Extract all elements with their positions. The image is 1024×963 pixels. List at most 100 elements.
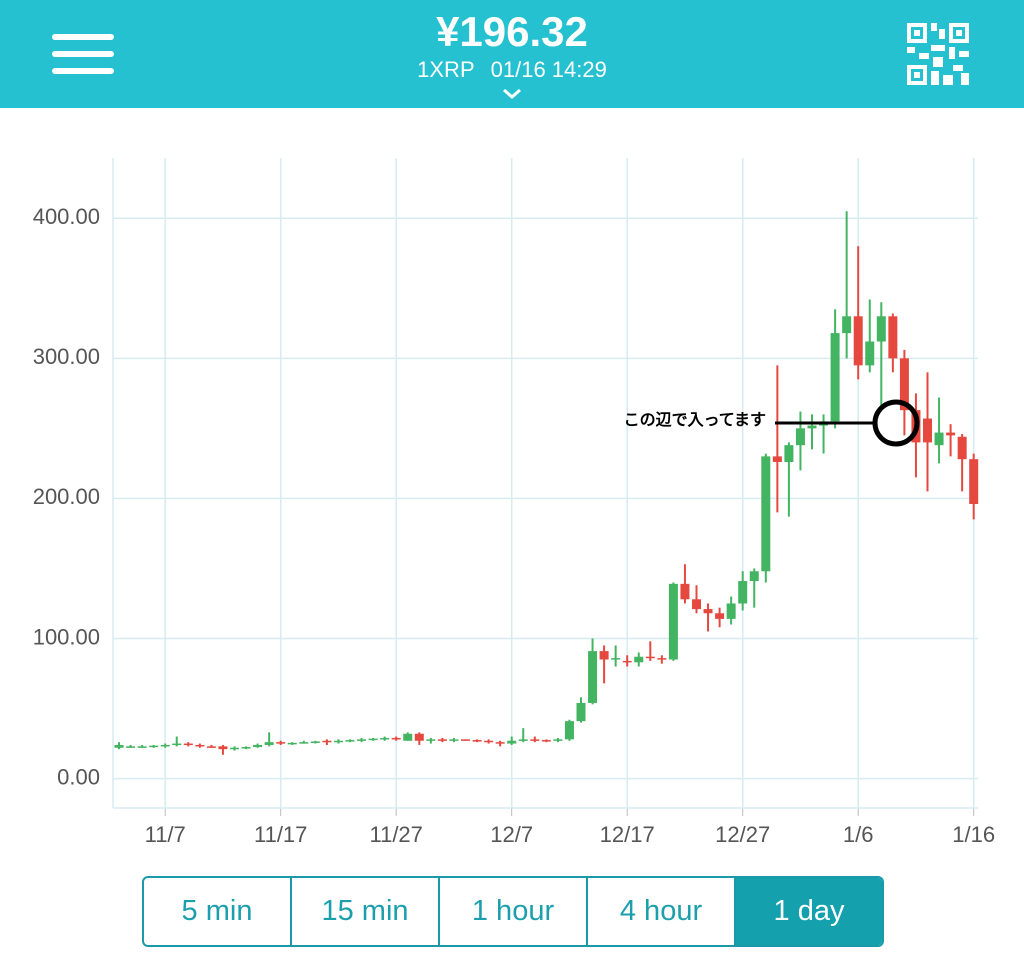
candle-body [611, 658, 621, 660]
candle-body [645, 656, 655, 659]
candle-body [299, 742, 309, 744]
candle-body [287, 742, 297, 745]
x-tick-label: 1/6 [843, 822, 874, 847]
candle-body [830, 333, 840, 422]
candle-body [726, 603, 736, 619]
candle-body [114, 744, 124, 748]
x-tick-label: 11/17 [254, 822, 307, 847]
interval-button[interactable]: 5 min [181, 895, 253, 927]
candle-body [588, 651, 598, 703]
chart: 0.00 100.00 200.00 300.00 400.00 11/7 11/17 11/… [33, 158, 995, 847]
candle-body [126, 746, 136, 748]
candle-body [345, 740, 355, 742]
candle-body [368, 738, 378, 741]
candle-body [380, 737, 390, 740]
x-tick-label: 1/16 [952, 822, 995, 847]
candle-body [357, 739, 367, 741]
candle-body [761, 456, 771, 572]
candle-body [333, 740, 343, 743]
dropdown-arrow[interactable] [502, 88, 522, 100]
candle-body [957, 436, 967, 460]
candle-body [449, 739, 459, 741]
candle-body [230, 747, 239, 750]
x-tick-label: 12/7 [490, 822, 533, 847]
candle-body [461, 739, 470, 741]
candle-body [472, 740, 482, 742]
pair: 1XRP [417, 57, 475, 82]
candle-body [241, 747, 251, 749]
candle-body [634, 656, 644, 663]
x-tick-label: 12/17 [600, 822, 655, 847]
candle-body [923, 418, 932, 443]
candle-body [391, 737, 401, 740]
subtitle: 1XRP 01/16 14:29 [0, 57, 1024, 83]
candle-body [218, 746, 228, 750]
annotation: この辺で入ってます [624, 411, 766, 429]
candle-body [322, 740, 332, 743]
interval-button[interactable]: 15 min [290, 878, 438, 945]
candle-body [703, 609, 713, 614]
candle-body [553, 739, 563, 741]
candle-body [310, 741, 320, 743]
candle-body [530, 739, 540, 741]
y-tick-label: 0.00 [57, 764, 100, 789]
interval-button[interactable]: 1 day [734, 878, 882, 945]
candle-body [183, 743, 193, 746]
candle-body [276, 742, 286, 744]
candle-body [264, 742, 274, 745]
interval-button[interactable]: 1 hour [438, 878, 586, 945]
x-tick-label: 12/27 [715, 822, 770, 847]
x-tick-label: 11/7 [145, 822, 186, 847]
candle-body [137, 746, 147, 748]
candle-body [946, 432, 956, 436]
menu-icon[interactable] [52, 34, 114, 74]
candle-body [876, 316, 886, 342]
candle-body [149, 745, 159, 748]
candle-body [622, 660, 632, 663]
candle-body [784, 445, 794, 462]
y-tick-label: 300.00 [33, 344, 100, 369]
interval-button[interactable]: 4 hour [586, 878, 734, 945]
candle-body [160, 744, 170, 747]
candle-body [692, 599, 701, 610]
price: ¥196.32 [436, 8, 588, 55]
candle-body [934, 432, 944, 446]
candle-body [484, 740, 494, 743]
candle-body [842, 316, 852, 334]
datetime: 01/16 14:29 [490, 57, 607, 82]
candle-body [414, 733, 424, 741]
candle-body [518, 739, 528, 741]
candle-body [772, 456, 782, 462]
qr-icon[interactable] [907, 23, 969, 85]
candle-body [888, 316, 898, 359]
y-tick-label: 100.00 [33, 624, 100, 649]
candle-body [206, 746, 216, 748]
candle-body [495, 742, 505, 744]
candle-body [437, 739, 447, 741]
candle-body [657, 658, 667, 660]
header: ¥196.32 1XRP 01/16 14:29 [0, 0, 1024, 108]
candle-body [738, 581, 748, 604]
candle-body [564, 721, 574, 740]
candle-body [969, 459, 979, 505]
y-tick-label: 400.00 [33, 204, 100, 229]
candle-body [715, 613, 725, 619]
candle-body [426, 739, 436, 741]
candle-body [680, 583, 690, 600]
annotation-circle [872, 399, 920, 447]
candle-body [507, 740, 517, 744]
y-tick-label: 200.00 [33, 484, 100, 509]
candle-body [795, 428, 805, 446]
candle-body [403, 733, 413, 741]
candle-body [576, 702, 586, 722]
candle-body [172, 743, 182, 746]
candle-body [807, 425, 817, 429]
candle-body [668, 583, 678, 660]
candle-body [599, 651, 609, 660]
candle-body [195, 744, 205, 747]
candle-body [899, 358, 909, 411]
candle-body [749, 571, 759, 582]
candle-body [541, 740, 551, 742]
x-tick-label: 11/27 [369, 822, 422, 847]
